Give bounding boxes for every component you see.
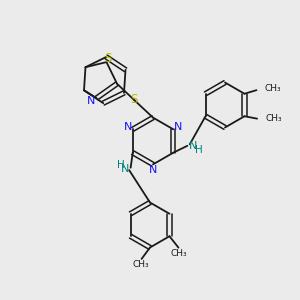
- Text: CH₃: CH₃: [265, 84, 281, 93]
- Text: S: S: [104, 52, 112, 65]
- Text: H: H: [195, 145, 202, 155]
- Text: H: H: [117, 160, 124, 170]
- Text: N: N: [124, 122, 133, 132]
- Text: CH₃: CH₃: [171, 248, 188, 257]
- Text: S: S: [130, 93, 137, 106]
- Text: CH₃: CH₃: [266, 114, 282, 123]
- Text: N: N: [149, 164, 157, 175]
- Text: N: N: [121, 164, 130, 174]
- Text: N: N: [173, 122, 182, 132]
- Text: N: N: [87, 95, 95, 106]
- Text: CH₃: CH₃: [133, 260, 149, 269]
- Text: N: N: [189, 141, 198, 151]
